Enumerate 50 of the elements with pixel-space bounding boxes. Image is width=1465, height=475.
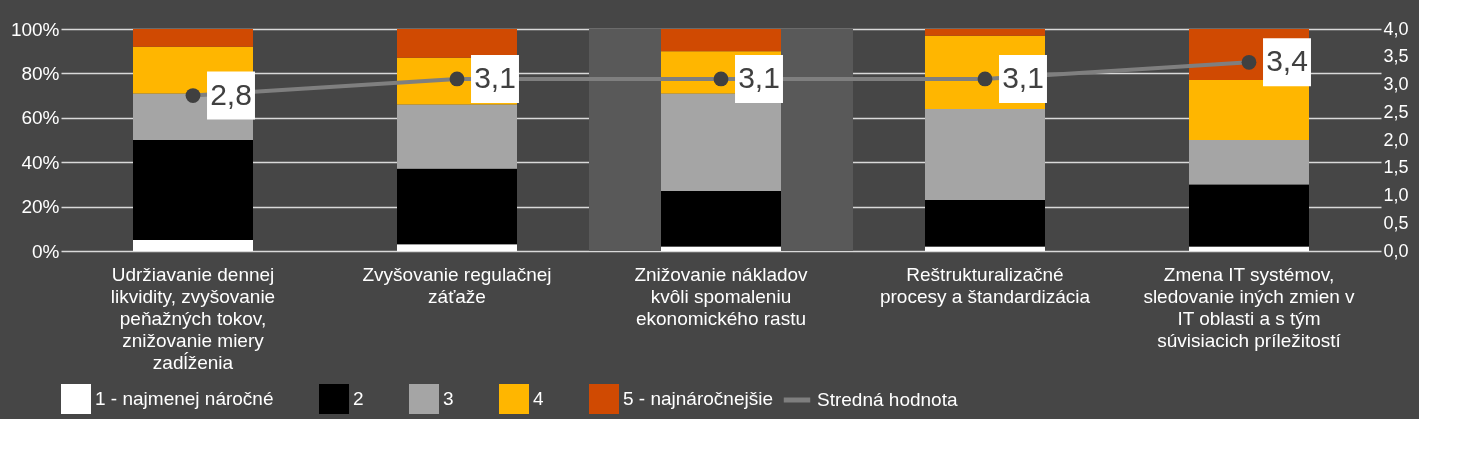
bar (925, 108, 1045, 200)
y2-tick-label: 4,0 (1383, 18, 1409, 39)
bar (1189, 140, 1309, 185)
y2-tick-label: 2,5 (1383, 101, 1409, 122)
y2-tick-label: 0,5 (1383, 212, 1409, 233)
y-tick-label: 100% (10, 18, 60, 40)
bar (397, 168, 517, 245)
bar (925, 199, 1045, 247)
bar (1189, 80, 1309, 140)
y2-tick-label: 3,0 (1383, 74, 1409, 94)
y-tick-label: 60% (21, 107, 60, 129)
data-label: 3,1 (738, 60, 780, 94)
x-tick-label: Zmena IT systémov, sledovanie iných zmien v IT oblasti a s tým súvisiacich príležitostí (1143, 263, 1356, 351)
x-tick-label: Udržiavanie dennej likvidity, zvyšovanie peňažných tokov, znižovanie miery zadĺženia (110, 263, 276, 373)
y-tick-label: 40% (21, 151, 60, 173)
data-label: 3,1 (474, 60, 516, 94)
data-label: 3,1 (1002, 60, 1044, 94)
bar (397, 244, 517, 251)
y-tick-label: 20% (21, 196, 60, 218)
bar (133, 29, 253, 47)
legend-label: 5 - najnáročnejšie (623, 388, 773, 409)
y-tick-label: 0% (32, 240, 60, 262)
bar (925, 29, 1045, 36)
bar (661, 246, 781, 251)
legend-label: 1 - najmenej náročné (95, 388, 274, 409)
bar (661, 93, 781, 192)
y-tick-label: 80% (21, 62, 60, 84)
bar (661, 29, 781, 52)
data-label: 3,4 (1266, 44, 1308, 78)
y2-tick-label: 3,5 (1383, 46, 1409, 67)
y2-tick-label: 1,0 (1383, 185, 1409, 205)
bar (397, 29, 517, 58)
legend-label: 3 (443, 388, 454, 409)
bar (661, 191, 781, 247)
bar (925, 246, 1045, 251)
legend-label: 4 (533, 388, 544, 409)
bar (397, 104, 517, 169)
bar (1189, 184, 1309, 247)
bar (133, 140, 253, 240)
y2-tick-label: 2,0 (1383, 129, 1409, 150)
x-tick-label: Reštrukturalizačné procesy a štandardizácia (879, 263, 1091, 307)
bar (133, 239, 253, 251)
x-tick-label: Zvyšovanie regulačnej záťaže (362, 263, 552, 307)
data-label: 2,8 (210, 77, 252, 111)
x-tick-label: Znižovanie nákladov kvôli spomaleniu ekonomického rastu (634, 263, 809, 329)
bar (1189, 246, 1309, 251)
y2-tick-label: 1,5 (1383, 157, 1409, 178)
legend-label: Stredná hodnota (817, 389, 958, 410)
y2-tick-label: 0,0 (1383, 240, 1409, 261)
legend-label: 2 (353, 388, 364, 409)
